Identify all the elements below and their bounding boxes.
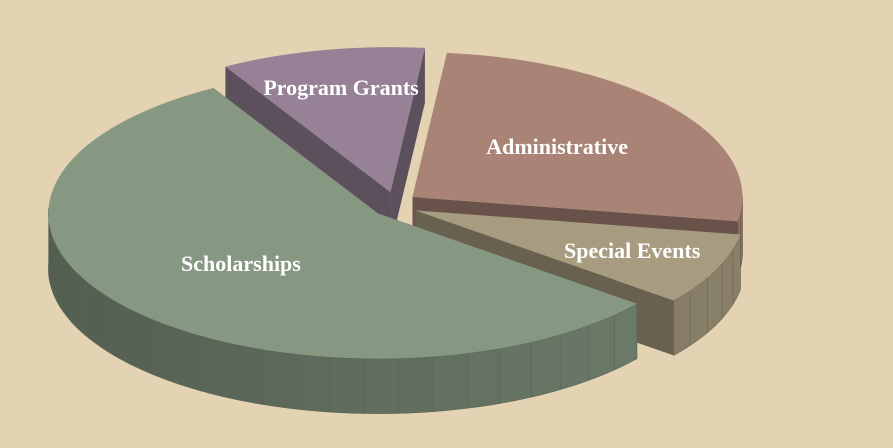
slice-wall	[231, 343, 264, 405]
slice-wall	[613, 303, 638, 371]
slice-wall	[499, 341, 532, 404]
pie-slice	[48, 88, 637, 359]
slice-label: Administrative	[486, 134, 628, 159]
slice-wall	[295, 353, 331, 413]
slice-wall	[364, 358, 400, 414]
slice-wall	[263, 349, 297, 410]
slice-wall	[329, 356, 365, 414]
slice-wall	[673, 290, 691, 356]
slice-wall	[588, 314, 615, 381]
slice-wall	[173, 326, 202, 392]
slice-wall	[398, 356, 434, 414]
slice-labels: Program Grants Administrative Special Even…	[181, 75, 701, 276]
slice-wall	[433, 352, 468, 412]
slice-label: Special Events	[564, 238, 701, 263]
slice-label: Scholarships	[181, 251, 301, 276]
pie-slice	[415, 210, 741, 301]
pie-slice	[225, 47, 425, 193]
slice-wall	[201, 335, 232, 399]
slice-label: Program Grants	[263, 75, 419, 100]
slice-tops	[48, 47, 743, 359]
slice-wall	[560, 324, 589, 390]
slice-wall	[123, 305, 148, 373]
slice-wall	[530, 334, 562, 398]
slice-cut-face	[390, 47, 425, 248]
slice-wall	[466, 348, 501, 409]
slice-wall	[147, 316, 174, 383]
pie-slice	[412, 52, 743, 222]
